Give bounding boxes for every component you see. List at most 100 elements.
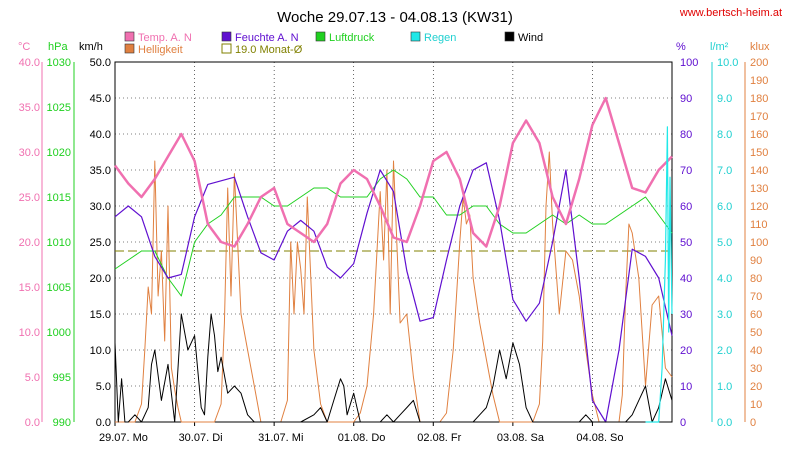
tick-label-druck: 995 [53,372,71,384]
legend-label-hell: Helligkeit [138,44,183,56]
tick-label-druck: 1020 [47,147,71,159]
tick-label-druck: 1010 [47,237,71,249]
plot-area [113,96,673,423]
chart-title: Woche 29.07.13 - 04.08.13 (KW31) [277,9,513,26]
tick-label-hell: 140 [750,165,768,177]
series-line-feuchte [114,162,673,423]
tick-label-druck: 1015 [47,192,71,204]
tick-label-hell: 130 [750,183,768,195]
series-line-hell [115,151,673,423]
tick-label-regen: 8.0 [717,129,732,141]
series-line-wind [114,313,673,423]
legend-swatch-regen [410,31,421,42]
unit-label-druck: hPa [48,41,68,53]
tick-label-temp: 40.0 [19,57,40,69]
tick-label-wind: 15.0 [90,309,111,321]
x-tick-label: 04.08. So [576,432,623,444]
tick-label-hell: 90 [750,255,762,267]
series-line-regen [645,126,673,423]
tick-label-regen: 1.0 [717,381,732,393]
tick-label-temp: 10.0 [19,327,40,339]
tick-label-druck: 1000 [47,327,71,339]
tick-label-feuchte: 60 [680,201,692,213]
tick-label-hell: 150 [750,147,768,159]
legend-swatch-wind [504,31,515,42]
tick-label-wind: 50.0 [90,57,111,69]
tick-label-wind: 35.0 [90,165,111,177]
x-tick-label: 30.07. Di [179,432,223,444]
legend-label-druck: Luftdruck [329,32,375,44]
legend-label-regen: Regen [424,32,456,44]
tick-label-feuchte: 80 [680,129,692,141]
tick-label-regen: 10.0 [717,57,738,69]
tick-label-temp: 35.0 [19,102,40,114]
tick-label-wind: 0.0 [96,417,111,429]
tick-label-hell: 190 [750,75,768,87]
tick-label-temp: 0.0 [25,417,40,429]
unit-label-feuchte: % [676,41,686,53]
x-tick-label: 01.08. Do [338,432,386,444]
tick-label-regen: 9.0 [717,93,732,105]
tick-label-wind: 5.0 [96,381,111,393]
tick-label-hell: 160 [750,129,768,141]
legend-swatch-hell [124,43,135,54]
legend-swatch-druck [315,31,326,42]
tick-label-hell: 10 [750,399,762,411]
tick-label-wind: 45.0 [90,93,111,105]
tick-label-wind: 20.0 [90,273,111,285]
tick-label-hell: 60 [750,309,762,321]
tick-label-wind: 40.0 [90,129,111,141]
legend-label-temp: Temp. A. N [138,32,192,44]
tick-label-wind: 30.0 [90,201,111,213]
tick-label-hell: 180 [750,93,768,105]
tick-label-feuchte: 40 [680,273,692,285]
tick-label-hell: 100 [750,237,768,249]
tick-label-hell: 120 [750,201,768,213]
tick-label-wind: 25.0 [90,237,111,249]
tick-label-druck: 1025 [47,102,71,114]
tick-label-regen: 5.0 [717,237,732,249]
tick-label-feuchte: 90 [680,93,692,105]
tick-label-hell: 40 [750,345,762,357]
tick-label-hell: 200 [750,57,768,69]
tick-label-druck: 1030 [47,57,71,69]
tick-label-feuchte: 30 [680,309,692,321]
tick-label-hell: 30 [750,363,762,375]
unit-label-regen: l/m² [710,41,729,53]
x-tick-label: 29.07. Mo [99,432,148,444]
legend-swatch-temp [124,31,135,42]
x-tick-label: 02.08. Fr [417,432,461,444]
tick-label-feuchte: 0 [680,417,686,429]
tick-label-hell: 80 [750,273,762,285]
tick-label-temp: 25.0 [19,192,40,204]
tick-label-feuchte: 10 [680,381,692,393]
tick-label-hell: 70 [750,291,762,303]
unit-label-hell: klux [750,41,770,53]
tick-label-feuchte: 20 [680,345,692,357]
unit-label-wind: km/h [79,41,103,53]
tick-label-hell: 170 [750,111,768,123]
tick-label-regen: 6.0 [717,201,732,213]
legend-label-feuchte: Feuchte A. N [235,32,299,44]
tick-label-feuchte: 100 [680,57,698,69]
tick-label-temp: 20.0 [19,237,40,249]
tick-label-regen: 3.0 [717,309,732,321]
tick-label-regen: 2.0 [717,345,732,357]
tick-label-temp: 30.0 [19,147,40,159]
tick-label-regen: 7.0 [717,165,732,177]
tick-label-temp: 5.0 [25,372,40,384]
tick-label-hell: 0 [750,417,756,429]
x-tick-label: 03.08. Sa [497,432,545,444]
series-line-temp [113,96,673,248]
tick-label-wind: 10.0 [90,345,111,357]
tick-label-feuchte: 50 [680,237,692,249]
tick-label-regen: 0.0 [717,417,732,429]
tick-label-feuchte: 70 [680,165,692,177]
series-line-druck [114,169,673,297]
tick-label-temp: 15.0 [19,282,40,294]
x-tick-label: 31.07. Mi [258,432,303,444]
tick-label-druck: 1005 [47,282,71,294]
